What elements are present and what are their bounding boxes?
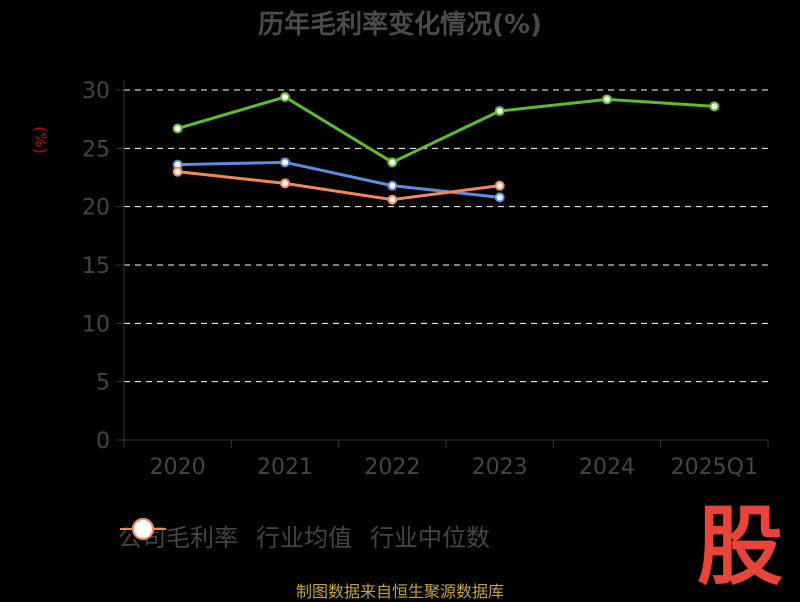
x-tick-label: 2025Q1 <box>671 455 758 480</box>
data-point-1 <box>280 157 290 168</box>
data-point-0 <box>280 92 290 102</box>
x-tick-label: 2022 <box>364 455 420 480</box>
y-tick-label: 5 <box>96 371 110 396</box>
logo-glyph: 股 <box>697 497 783 592</box>
y-tick-label: 0 <box>96 429 110 454</box>
data-point-1 <box>387 180 398 191</box>
x-tick-label: 2021 <box>257 455 313 480</box>
legend-label-industry-median: 行业中位数 <box>370 524 490 552</box>
legend-item-industry-median[interactable]: 行业中位数 <box>120 518 490 553</box>
legend-swatch-industry-median <box>120 518 166 540</box>
legend-label-industry-mean: 行业均值 <box>256 524 352 552</box>
x-tick-label: 2023 <box>472 455 528 480</box>
y-tick-label: 20 <box>82 196 110 221</box>
series-line-2 <box>177 170 500 202</box>
data-point-0 <box>709 101 720 112</box>
data-point-1 <box>494 192 505 203</box>
data-point-2 <box>387 194 398 205</box>
y-tick-label: 15 <box>82 254 110 279</box>
x-tick-label: 2020 <box>150 455 206 480</box>
data-point-0 <box>602 94 612 105</box>
chart-title: 历年毛利率变化情况(%) <box>258 10 542 40</box>
data-point-2 <box>494 180 505 191</box>
chart-legend: 公司毛利率 行业均值 行业中位数 <box>118 518 490 553</box>
x-tick-label: 2024 <box>579 455 635 480</box>
data-point-2 <box>172 166 183 177</box>
data-source-note: 制图数据来自恒生聚源数据库 <box>295 582 504 601</box>
series-line-0 <box>177 95 715 165</box>
y-tick-label: 10 <box>82 312 110 337</box>
data-point-2 <box>280 178 290 189</box>
y-tick-label: 30 <box>82 79 110 104</box>
data-point-0 <box>494 106 505 116</box>
data-point-0 <box>387 157 398 168</box>
data-point-0 <box>172 123 183 134</box>
legend-item-industry-mean[interactable]: 行业均值 <box>120 518 352 553</box>
y-tick-label: 25 <box>82 137 110 162</box>
stock-logo: 股 <box>697 497 783 592</box>
